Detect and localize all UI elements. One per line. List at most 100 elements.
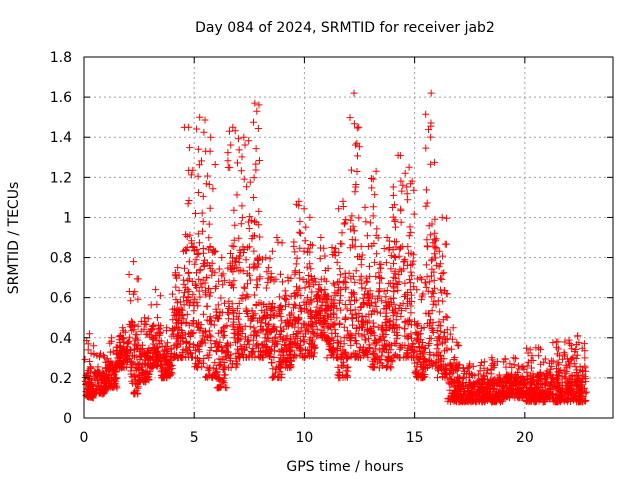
data-point bbox=[537, 345, 544, 353]
data-point bbox=[84, 340, 92, 348]
data-point bbox=[143, 330, 151, 338]
data-point bbox=[223, 384, 231, 392]
data-point bbox=[390, 352, 398, 360]
data-point bbox=[227, 250, 234, 257]
data-point bbox=[320, 275, 328, 283]
data-point bbox=[353, 340, 361, 348]
data-point bbox=[150, 321, 158, 329]
data-point bbox=[523, 362, 531, 370]
data-point bbox=[306, 283, 314, 291]
data-point bbox=[306, 248, 314, 256]
data-point bbox=[335, 249, 343, 257]
data-point bbox=[249, 344, 257, 352]
data-point bbox=[220, 276, 228, 284]
data-point bbox=[211, 161, 219, 168]
data-point bbox=[182, 353, 190, 361]
data-point bbox=[335, 278, 343, 286]
data-point bbox=[333, 339, 341, 346]
data-point bbox=[419, 350, 427, 358]
data-point bbox=[466, 379, 474, 386]
data-point bbox=[361, 285, 369, 293]
data-point bbox=[196, 267, 204, 275]
data-point bbox=[256, 157, 263, 164]
data-point bbox=[350, 227, 358, 235]
data-point bbox=[406, 276, 413, 284]
data-point bbox=[246, 213, 254, 221]
data-point bbox=[85, 366, 92, 374]
data-point bbox=[352, 325, 360, 332]
data-point bbox=[153, 349, 161, 357]
data-point bbox=[207, 344, 215, 351]
data-point bbox=[174, 331, 182, 339]
data-point bbox=[290, 354, 298, 362]
data-point bbox=[428, 265, 436, 273]
data-point bbox=[211, 359, 219, 367]
data-point bbox=[204, 284, 212, 292]
data-point bbox=[169, 290, 176, 298]
data-point bbox=[425, 126, 432, 134]
data-point bbox=[392, 223, 399, 231]
data-point bbox=[383, 304, 391, 312]
data-point bbox=[330, 309, 338, 317]
data-point bbox=[424, 364, 431, 371]
data-point bbox=[208, 317, 216, 325]
data-point bbox=[530, 388, 538, 396]
data-point bbox=[295, 197, 303, 205]
data-point bbox=[418, 275, 426, 283]
data-point bbox=[430, 250, 438, 258]
data-point bbox=[366, 219, 374, 227]
data-point bbox=[285, 320, 293, 328]
data-point bbox=[244, 309, 251, 317]
data-point bbox=[235, 315, 242, 323]
data-point bbox=[524, 372, 532, 380]
data-point bbox=[211, 269, 219, 277]
data-point bbox=[376, 279, 383, 287]
data-point bbox=[287, 274, 295, 282]
data-point bbox=[369, 292, 377, 300]
data-point bbox=[348, 166, 355, 174]
data-point bbox=[399, 181, 407, 189]
data-point bbox=[157, 337, 165, 345]
data-point bbox=[325, 334, 333, 342]
data-point bbox=[365, 345, 373, 353]
data-point bbox=[384, 355, 392, 363]
data-point bbox=[375, 269, 383, 277]
data-point bbox=[224, 348, 231, 356]
data-point bbox=[423, 186, 430, 194]
data-point bbox=[293, 254, 301, 262]
data-point bbox=[572, 382, 580, 390]
data-point bbox=[373, 225, 381, 233]
data-point bbox=[349, 290, 357, 298]
data-point bbox=[549, 339, 557, 347]
data-point bbox=[440, 355, 448, 363]
data-point bbox=[379, 345, 387, 352]
data-point bbox=[554, 345, 562, 353]
data-point bbox=[433, 327, 441, 334]
data-point bbox=[221, 371, 229, 379]
data-point bbox=[195, 326, 203, 334]
data-point bbox=[278, 336, 286, 344]
data-point bbox=[306, 241, 314, 248]
data-point bbox=[280, 325, 288, 333]
data-point bbox=[235, 300, 243, 307]
data-point bbox=[164, 362, 172, 369]
data-point bbox=[252, 145, 260, 153]
data-point bbox=[291, 268, 299, 276]
data-point bbox=[351, 243, 359, 251]
data-point bbox=[259, 313, 267, 321]
data-point bbox=[436, 308, 444, 316]
data-point bbox=[531, 390, 539, 398]
data-point bbox=[292, 292, 300, 300]
data-point bbox=[500, 382, 508, 390]
data-point bbox=[573, 366, 581, 374]
data-point bbox=[312, 319, 320, 326]
data-point bbox=[127, 363, 135, 371]
data-point bbox=[369, 319, 377, 327]
data-point bbox=[252, 166, 260, 174]
data-point bbox=[353, 124, 361, 132]
data-point bbox=[291, 248, 299, 256]
data-point bbox=[238, 345, 246, 353]
data-point bbox=[169, 326, 177, 334]
data-point bbox=[366, 287, 374, 295]
data-point bbox=[361, 203, 369, 211]
